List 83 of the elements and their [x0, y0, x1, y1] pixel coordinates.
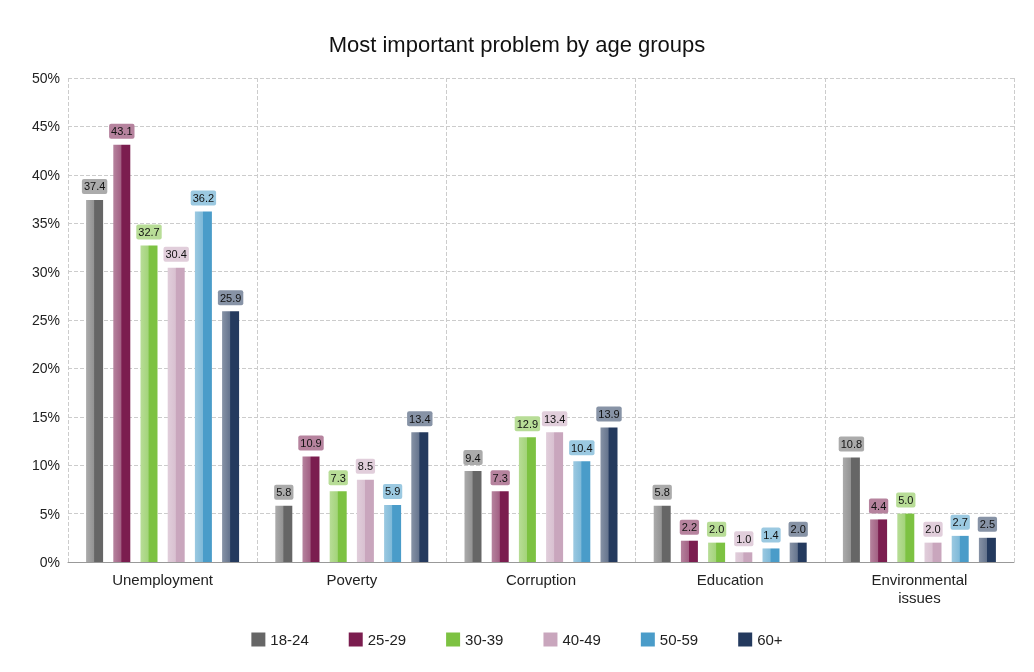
data-label: 4.4 [870, 499, 887, 512]
y-tick-label: 10% [31, 457, 60, 474]
legend-label: 40-49 [562, 631, 601, 648]
bar [384, 504, 402, 562]
bar [140, 245, 158, 562]
data-label: 5.0 [898, 494, 914, 507]
y-tick-label: 50% [31, 70, 60, 86]
bar [275, 505, 293, 562]
bar [842, 457, 860, 562]
bar [329, 491, 347, 562]
bar [518, 437, 536, 562]
data-label: 5.9 [384, 485, 401, 498]
data-label: 43.1 [111, 125, 133, 138]
bar [302, 456, 320, 562]
data-label: 2.0 [708, 523, 725, 536]
bar [464, 471, 482, 562]
legend-label: 60+ [757, 631, 783, 648]
bar [762, 548, 780, 562]
data-label: 2.5 [979, 518, 996, 531]
data-label: 1.0 [736, 532, 752, 545]
bar [978, 537, 996, 562]
data-label: 9.4 [465, 451, 481, 464]
x-tick-label: Unemployment [112, 570, 214, 588]
legend-label: 30-39 [465, 631, 504, 648]
bar [222, 311, 240, 562]
data-label: 7.3 [330, 471, 346, 484]
data-label: 2.0 [790, 523, 806, 536]
data-label: 8.5 [357, 460, 374, 473]
data-label: 10.4 [571, 441, 593, 454]
legend-label: 18-24 [270, 631, 309, 648]
data-label: 12.9 [516, 417, 539, 430]
y-tick-label: 20% [31, 360, 60, 377]
y-tick-label: 30% [31, 263, 60, 280]
data-label: 36.2 [192, 192, 215, 205]
y-tick-label: 5% [39, 505, 60, 522]
data-label: 2.2 [681, 521, 698, 534]
legend-label: 25-29 [367, 631, 407, 648]
y-tick-label: 45% [31, 118, 60, 135]
bar [546, 432, 564, 562]
data-label: 32.7 [138, 225, 160, 238]
data-label: 2.0 [925, 523, 941, 536]
data-label: 37.4 [83, 180, 106, 193]
data-label: 30.4 [165, 248, 187, 261]
bar [600, 427, 618, 562]
x-tick-label: Corruption [505, 570, 577, 588]
bar [491, 491, 509, 562]
data-label: 7.3 [492, 471, 508, 484]
data-label: 5.8 [276, 486, 292, 499]
legend-label: 50-59 [659, 631, 699, 648]
bar [653, 505, 671, 562]
bar [789, 542, 807, 562]
bar [356, 479, 374, 562]
y-tick-label: 40% [31, 166, 60, 183]
x-tick-label: Poverty [326, 570, 378, 588]
data-label: 25.9 [219, 291, 242, 304]
bar [897, 513, 915, 562]
y-tick-label: 35% [31, 215, 60, 232]
bar [573, 461, 591, 562]
data-label: 10.8 [840, 437, 863, 450]
y-tick-label: 15% [31, 408, 60, 425]
data-label: 1.4 [763, 528, 779, 541]
bar [167, 267, 185, 562]
bar [708, 542, 726, 562]
bar [735, 552, 753, 562]
data-label: 5.8 [654, 486, 670, 499]
y-tick-label: 25% [31, 312, 60, 328]
y-tick-label: 0% [39, 554, 60, 570]
data-label: 13.4 [543, 412, 566, 425]
data-label: 2.7 [952, 516, 968, 529]
bar [113, 144, 131, 562]
bar [924, 542, 942, 562]
data-label: 13.9 [598, 407, 620, 420]
x-tick-label: Environmental issues [871, 570, 968, 606]
bar [194, 211, 212, 562]
bar [680, 540, 698, 562]
data-label: 13.4 [409, 412, 431, 425]
bar [951, 535, 969, 562]
bar [411, 432, 429, 562]
data-label: 10.9 [300, 436, 322, 449]
bar [86, 199, 104, 562]
chart-title: Most important problem by age groups [328, 31, 706, 57]
x-tick-label: Education [696, 570, 764, 588]
bar [870, 519, 888, 562]
